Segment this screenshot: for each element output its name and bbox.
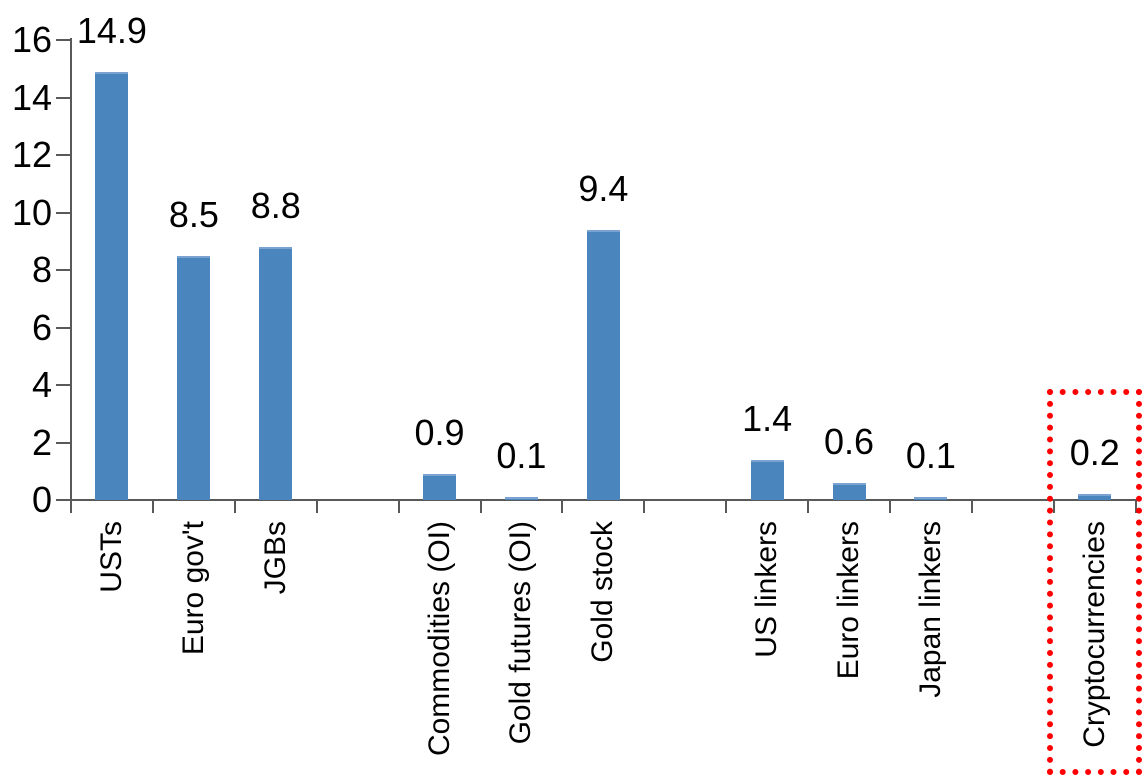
- x-tick: [561, 500, 564, 513]
- bar: [177, 255, 211, 500]
- y-tick: [56, 499, 70, 501]
- category-label: Euro gov't: [176, 521, 210, 656]
- bar-value-label: 8.5: [168, 193, 219, 235]
- y-tick-label: 0: [31, 479, 52, 520]
- y-tick-label: 10: [11, 191, 52, 233]
- y-tick-label: 4: [31, 364, 52, 405]
- y-tick: [56, 39, 70, 41]
- y-tick-label: 12: [11, 134, 52, 175]
- bar-value-label: 9.4: [578, 167, 629, 209]
- x-tick: [151, 500, 154, 513]
- category-label: USTs: [94, 521, 128, 593]
- x-tick: [70, 500, 72, 513]
- bar-value-label: 0.6: [824, 420, 875, 462]
- category-label: Euro linkers: [832, 521, 866, 680]
- category-label: US linkers: [750, 521, 784, 658]
- y-tick: [56, 384, 70, 386]
- category-label: Japan linkers: [913, 521, 947, 698]
- bar-value-label: 0.1: [905, 435, 956, 477]
- x-tick: [807, 500, 810, 513]
- bar: [259, 247, 293, 500]
- x-tick: [315, 500, 318, 513]
- bar-value-label: 0.2: [1069, 432, 1120, 474]
- bar: [1078, 494, 1112, 500]
- y-tick: [56, 269, 70, 271]
- y-tick-label: 16: [11, 19, 52, 60]
- y-tick: [56, 211, 70, 214]
- bar-value-label: 8.8: [250, 185, 301, 226]
- bar: [750, 459, 784, 500]
- x-tick: [725, 500, 728, 513]
- x-tick: [1134, 500, 1137, 513]
- y-tick-label: 8: [31, 249, 52, 290]
- category-label: Gold stock: [586, 521, 620, 663]
- y-tick: [56, 154, 70, 156]
- bar-value-label: 1.4: [742, 397, 793, 439]
- x-tick: [643, 500, 646, 513]
- x-axis-line: [70, 499, 1141, 501]
- category-label: Gold futures (OI): [504, 521, 538, 745]
- y-tick: [56, 441, 70, 444]
- bar-value-label: 0.9: [414, 412, 465, 454]
- category-label: JGBs: [258, 521, 292, 595]
- y-tick-label: 2: [31, 421, 52, 463]
- y-axis-line: [70, 38, 72, 513]
- bar-value-label: 0.1: [496, 435, 547, 477]
- x-tick: [479, 500, 482, 513]
- bar: [832, 482, 866, 500]
- x-tick: [889, 500, 891, 513]
- x-tick: [1052, 500, 1055, 513]
- bar: [586, 229, 620, 500]
- x-tick: [970, 500, 973, 513]
- y-tick-label: 14: [11, 76, 52, 118]
- y-tick-label: 6: [31, 306, 52, 348]
- bar: [423, 474, 457, 500]
- bar-value-label: 14.9: [76, 9, 147, 51]
- bar: [914, 497, 948, 501]
- y-tick: [56, 96, 70, 99]
- bar: [95, 71, 129, 500]
- x-tick: [397, 500, 400, 513]
- highlight-box: [1046, 389, 1142, 775]
- y-tick: [56, 326, 70, 329]
- category-label: Commodities (OI): [422, 521, 456, 757]
- x-tick: [233, 500, 236, 513]
- bar: [504, 497, 538, 501]
